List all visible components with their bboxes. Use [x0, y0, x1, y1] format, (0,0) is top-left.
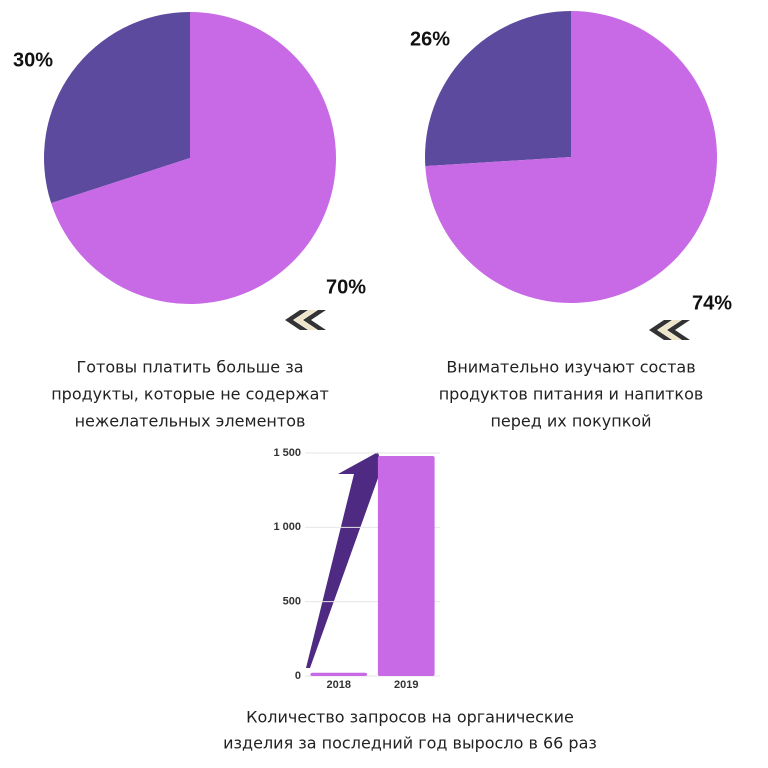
pie-slice [425, 11, 717, 303]
y-tick-label: 0 [295, 670, 301, 682]
chevrons [649, 320, 690, 340]
caption: Внимательно изучают состав [446, 358, 695, 377]
y-tick-label: 500 [283, 596, 301, 608]
caption: Количество запросов на органические [246, 708, 574, 727]
bar [310, 672, 368, 676]
value-label: 74% [692, 292, 732, 314]
y-tick-label: 1 000 [273, 521, 301, 533]
caption: перед их покупкой [490, 412, 651, 431]
caption: продукты, которые не содержат [51, 385, 329, 404]
caption: изделия за последний год выросло в 66 ра… [223, 734, 597, 753]
bar [377, 455, 435, 676]
caption: продуктов питания и напитков [439, 385, 704, 404]
value-label: 30% [13, 49, 53, 71]
caption: нежелательных элементов [75, 412, 306, 431]
chevrons [285, 310, 326, 330]
y-tick-label: 1 500 [273, 447, 301, 459]
pie-slice [51, 12, 336, 304]
pie-slice [43, 12, 190, 204]
x-tick-label: 2018 [327, 679, 351, 691]
pie-slice [424, 11, 571, 167]
x-tick-label: 2019 [394, 679, 418, 691]
growth-arrow [306, 452, 388, 668]
value-label: 26% [410, 28, 450, 50]
value-label: 70% [326, 276, 366, 298]
caption: Готовы платить больше за [76, 358, 303, 377]
